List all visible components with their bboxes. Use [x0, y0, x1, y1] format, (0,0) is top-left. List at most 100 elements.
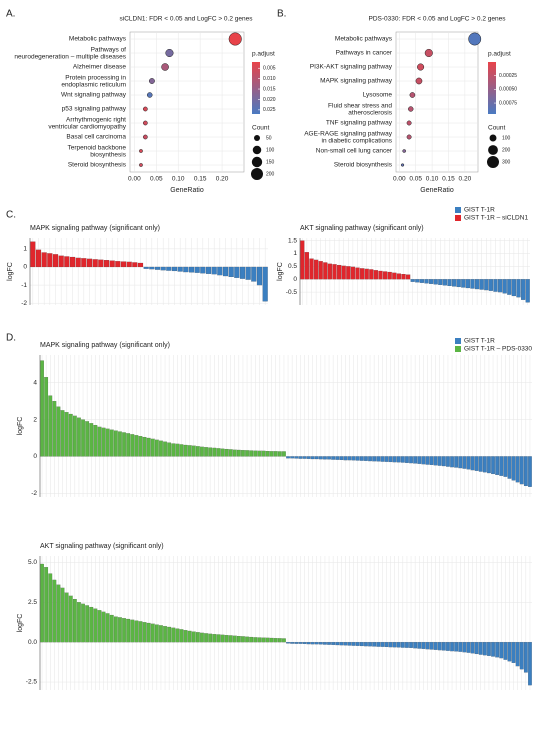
bar [343, 642, 348, 646]
bar [212, 634, 217, 643]
bar [433, 279, 438, 285]
bar [410, 279, 415, 282]
bar [118, 431, 122, 457]
dot [142, 120, 148, 126]
bar [167, 442, 172, 457]
bar [113, 430, 118, 457]
bar [314, 259, 319, 280]
bar [515, 642, 520, 667]
legend-title: p.adjust [252, 51, 275, 58]
bar [318, 642, 323, 645]
bar [138, 621, 143, 643]
bar [519, 642, 524, 670]
bar [282, 451, 286, 457]
bar [64, 412, 69, 457]
y-tick-label: 2 [33, 416, 37, 423]
bar [146, 437, 151, 457]
bar [122, 432, 126, 457]
y-tick-label: -0.5 [286, 289, 298, 296]
bar [302, 642, 307, 644]
bar [294, 642, 299, 644]
bar [461, 279, 466, 288]
bar [126, 433, 131, 457]
bar [220, 448, 225, 457]
category-label: Terpenoid backbone biosynthesis [67, 144, 126, 158]
bar [388, 642, 393, 648]
bar [355, 456, 360, 461]
bar [405, 642, 409, 648]
bar [488, 279, 493, 291]
bar [450, 456, 454, 468]
bar [160, 266, 166, 271]
bar [466, 456, 471, 470]
y-tick-label: 5.0 [28, 559, 37, 566]
bar [183, 266, 189, 273]
bar [86, 258, 93, 268]
chart-title: AKT signaling pathway (significant only) [300, 225, 424, 232]
bar [441, 456, 446, 467]
bar [491, 456, 495, 475]
bar [257, 450, 262, 457]
category-label: TNF signaling pathway [326, 120, 393, 127]
bar [335, 642, 340, 646]
bar [154, 266, 161, 270]
bar [482, 642, 487, 656]
bar [429, 642, 434, 650]
bar [286, 456, 290, 459]
bar [134, 435, 139, 457]
bar [447, 279, 452, 287]
dot [424, 48, 433, 58]
bar [187, 630, 192, 643]
bar [60, 587, 65, 643]
bar [372, 642, 377, 647]
category-label: Alzheimer disease [73, 64, 126, 71]
bar [251, 266, 257, 282]
bar [458, 456, 463, 469]
bar [511, 279, 516, 297]
bar [401, 274, 406, 280]
bar [97, 426, 102, 457]
bar [479, 279, 484, 290]
bar [343, 456, 348, 461]
bar [183, 630, 188, 643]
bar [58, 255, 64, 268]
bar [286, 642, 290, 644]
bar [208, 447, 213, 457]
bar [195, 446, 200, 457]
bar [282, 638, 286, 643]
dot [146, 92, 153, 98]
bar [499, 456, 504, 476]
bar [519, 456, 524, 485]
size-label: 200 [266, 171, 275, 177]
dot [228, 32, 242, 46]
bar [146, 622, 151, 643]
bar [208, 633, 213, 643]
legend-swatch [455, 207, 461, 213]
category-label: p53 signaling pathway [62, 106, 127, 113]
bar [442, 279, 447, 286]
size-label: 50 [266, 135, 272, 141]
size-key [251, 156, 263, 168]
bar [85, 605, 90, 643]
dot [402, 149, 406, 153]
bar [383, 271, 388, 280]
bar [314, 642, 319, 645]
bar [105, 613, 110, 643]
dot [142, 106, 148, 112]
bar [171, 443, 176, 457]
size-label: 200 [502, 147, 511, 153]
bar [228, 635, 233, 643]
bar [126, 618, 131, 643]
bar [392, 642, 397, 648]
bar [44, 377, 49, 457]
bar [150, 623, 155, 643]
category-label: Steroid biosynthesis [334, 162, 393, 169]
bar [396, 456, 401, 463]
bar [446, 456, 450, 467]
panel-label: B. [277, 9, 286, 20]
bar [241, 450, 245, 457]
bar [188, 266, 195, 273]
bar [253, 450, 258, 457]
x-tick-label: 0.05 [150, 176, 163, 183]
